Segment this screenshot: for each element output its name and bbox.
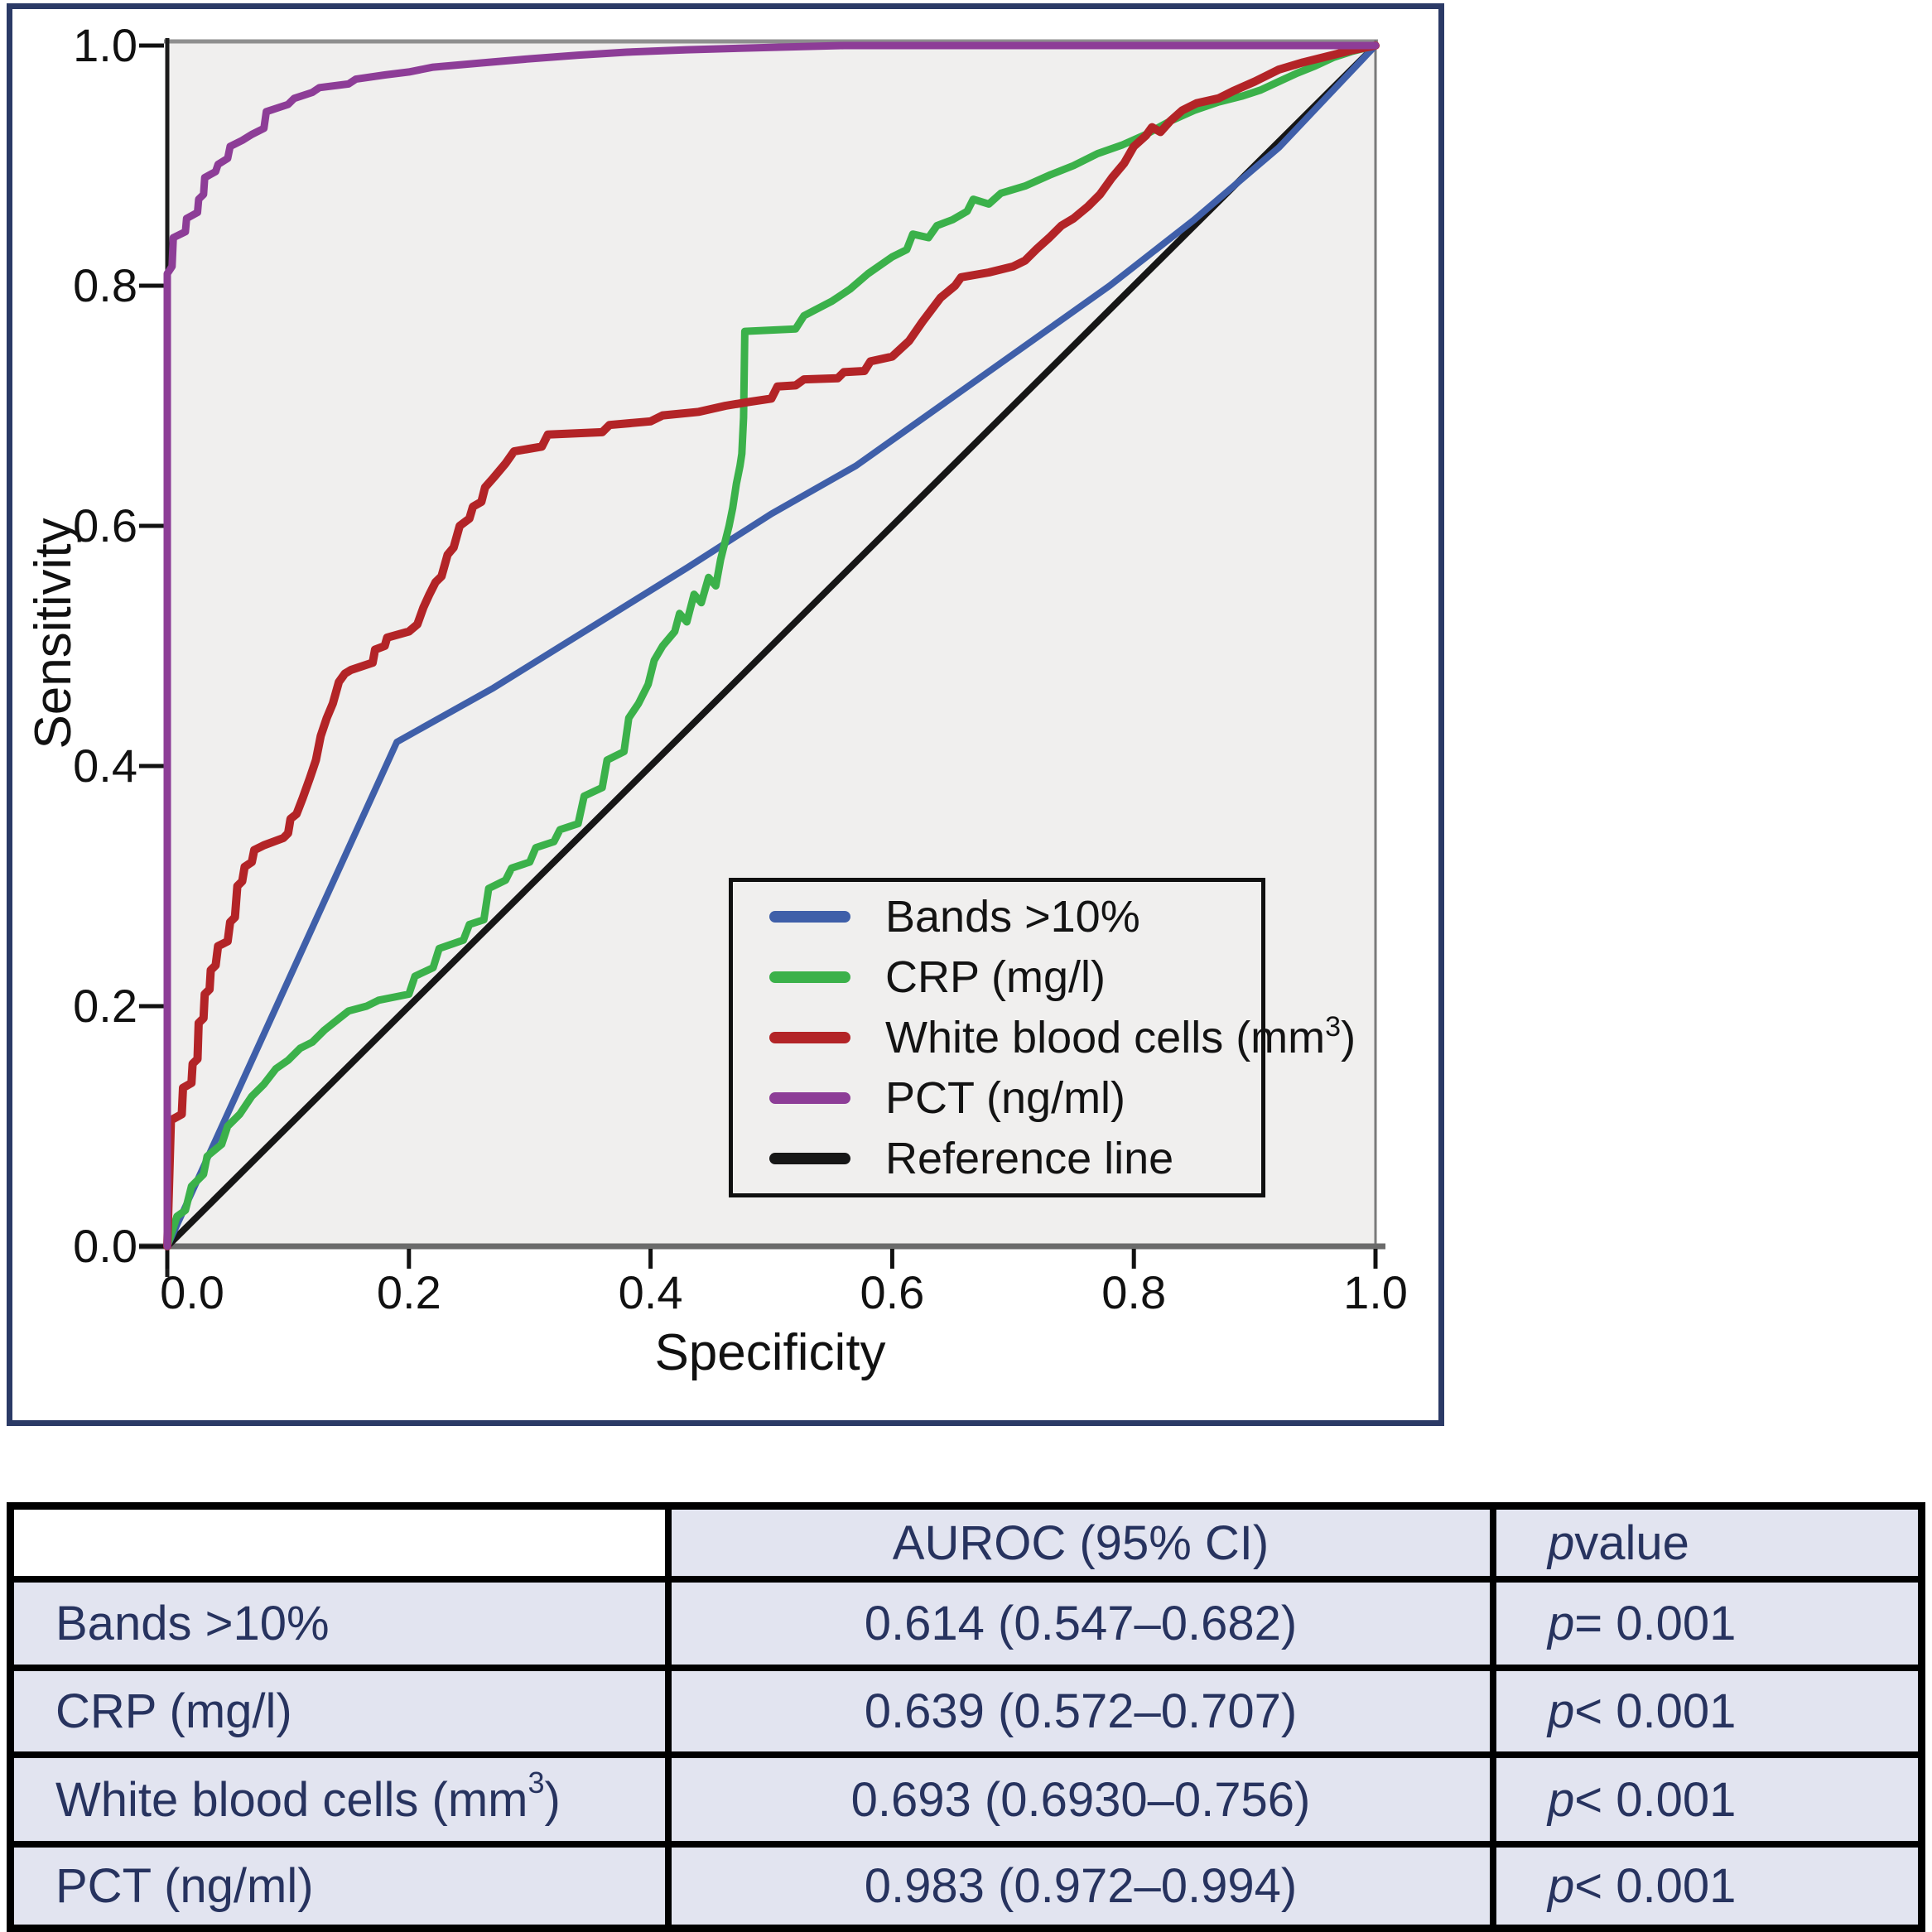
legend-label: PCT (ng/ml) (885, 1073, 1126, 1123)
y-axis-title: Sensitivity (25, 518, 82, 749)
legend-label: CRP (mg/l) (885, 952, 1106, 1002)
legend-item-reference: Reference line (769, 1133, 1261, 1184)
y-tick-label: 0.6 (73, 499, 137, 552)
legend-label: Reference line (885, 1134, 1174, 1183)
x-tick-label: 1.0 (1343, 1266, 1408, 1318)
y-tick-label: 1.0 (73, 19, 137, 71)
legend-item-crp: CRP (mg/l) (769, 952, 1261, 1003)
table-header-auroc: AUROC (95% CI) (672, 1510, 1490, 1576)
table-cell-auroc: 0.639 (0.572–0.707) (672, 1671, 1490, 1751)
x-tick-label: 0.8 (1101, 1266, 1167, 1318)
table-cell-auroc: 0.983 (0.972–0.994) (672, 1848, 1490, 1925)
reference-line-swatch-icon (769, 1153, 850, 1164)
roc-plot-canvas (139, 38, 1385, 1277)
bands-line-swatch-icon (769, 911, 850, 923)
table-row-label: White blood cells (mm 3) (14, 1758, 665, 1841)
y-tick-label: 0.0 (73, 1220, 137, 1272)
legend-item-pct: PCT (ng/ml) (769, 1072, 1261, 1124)
y-tick-label: 0.4 (73, 740, 137, 792)
x-tick-label: 0.0 (160, 1266, 224, 1318)
table-cell-pvalue: p = 0.001 (1496, 1583, 1918, 1665)
table-cell-auroc: 0.614 (0.547–0.682) (672, 1583, 1490, 1665)
legend-item-bands: Bands >10% (769, 891, 1261, 942)
table-row-label: Bands >10% (14, 1583, 665, 1665)
legend-item-wbc: White blood cells (mm3) (769, 1011, 1356, 1063)
legend-label: Bands >10% (885, 892, 1140, 942)
roc-curve-pct (163, 41, 1380, 1250)
y-tick-label: 0.2 (73, 980, 137, 1032)
roc-curve-crp (163, 41, 1380, 1250)
wbc-line-swatch-icon (769, 1032, 850, 1043)
table-cell-pvalue: p < 0.001 (1496, 1848, 1918, 1925)
plot-legend: Bands >10% CRP (mg/l) White blood cells … (729, 878, 1356, 1197)
x-axis-title: Specificity (654, 1324, 886, 1381)
x-tick-label: 0.6 (860, 1266, 925, 1318)
table-header-empty (14, 1510, 665, 1576)
legend-label: White blood cells (mm3) (885, 1011, 1356, 1062)
table-cell-pvalue: p < 0.001 (1496, 1671, 1918, 1751)
x-tick-label: 0.4 (618, 1266, 683, 1318)
table-row-label: CRP (mg/l) (14, 1671, 665, 1751)
table-header-pvalue: p value (1496, 1510, 1918, 1576)
table-row-label: PCT (ng/ml) (14, 1848, 665, 1925)
roc-curve-bands (164, 42, 1379, 1250)
y-tick-label: 0.8 (73, 259, 137, 311)
roc-curve-wbc (163, 41, 1380, 1250)
table-cell-auroc: 0.693 (0.6930–0.756) (672, 1758, 1490, 1841)
crp-line-swatch-icon (769, 971, 850, 983)
auroc-table: AUROC (95% CI) p value Bands >10% 0.614 … (7, 1502, 1925, 1932)
x-tick-label: 0.2 (376, 1266, 441, 1318)
roc-curve-reference (164, 42, 1379, 1250)
table-cell-pvalue: p < 0.001 (1496, 1758, 1918, 1841)
pct-line-swatch-icon (769, 1092, 850, 1104)
